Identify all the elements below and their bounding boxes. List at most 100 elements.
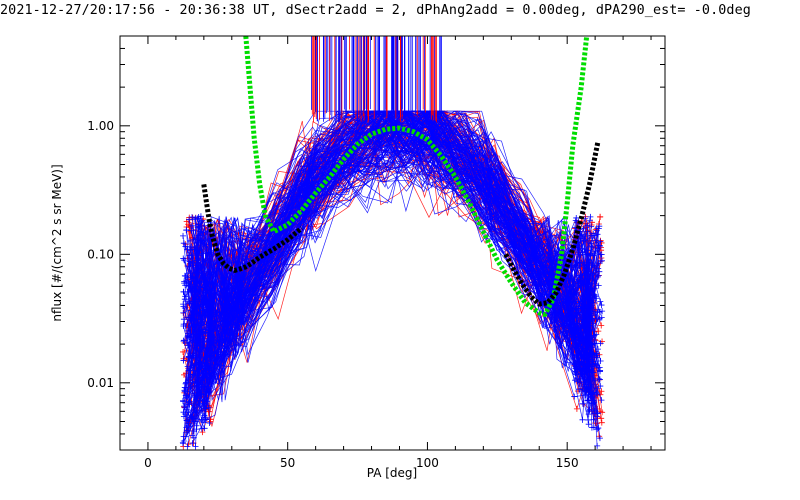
data-point-marker [583,378,590,385]
data-point-marker [594,409,601,416]
blue-traces [179,109,606,450]
data-point-marker [180,357,187,364]
flux-trace [196,153,598,426]
flux-trace [186,113,595,385]
data-point-marker [579,416,586,423]
flux-trace [185,127,592,383]
data-point-marker [573,214,580,221]
chart-title: 2021-12-27/20:17:56 - 20:36:38 UT, dSect… [0,3,751,18]
data-point-marker [598,388,605,395]
flux-trace [192,110,593,371]
y-axis-label: nflux [#/(cm^2 s sr MeV)] [50,164,64,321]
flux-trace [192,122,593,420]
data-point-marker [180,301,187,308]
data-point-marker [184,333,191,340]
x-tick-label: 100 [416,456,439,470]
data-point-marker [590,230,597,237]
data-point-marker [184,443,191,450]
flux-trace [191,161,593,357]
data-point-marker [203,416,209,423]
data-point-marker [577,235,584,242]
data-point-marker [595,425,602,432]
x-tick-label: 150 [556,456,579,470]
fit-curve-1 [201,184,304,273]
data-point-marker [597,213,604,220]
data-point-marker [595,364,602,371]
data-point-marker [581,246,588,253]
data-point-marker [595,225,602,232]
data-point-marker [578,359,585,366]
data-point-marker [189,379,196,386]
data-point-marker [599,308,606,315]
data-point-marker [195,247,202,254]
data-point-marker [197,265,204,272]
data-point-marker [580,279,587,286]
data-point-marker [580,355,587,362]
data-point-marker [180,255,187,262]
data-point-marker [585,421,592,428]
data-point-marker [200,417,207,424]
data-point-marker [185,288,192,295]
data-point-marker [185,420,192,427]
data-point-marker [579,337,586,344]
data-point-marker [573,405,580,412]
data-point-marker [189,214,196,221]
data-point-marker [207,418,214,425]
data-point-marker [597,340,604,347]
data-point-marker [180,398,187,405]
data-point-marker [585,411,592,418]
data-point-marker [202,297,209,304]
data-point-marker [594,231,601,238]
data-point-marker [594,413,601,420]
fit-curve-2 [503,141,601,307]
data-point-marker [180,232,187,239]
data-point-marker [199,377,206,384]
data-point-marker [180,409,187,416]
data-point-marker [596,223,603,230]
data-point-marker [589,390,596,397]
data-point-marker [181,337,188,344]
data-point-marker [205,404,212,411]
fit-curve-0 [243,36,590,317]
data-point-marker [188,243,195,250]
data-point-marker [573,352,580,359]
data-point-marker [577,379,584,386]
data-point-marker [180,321,187,328]
data-point-marker [594,426,601,433]
data-point-marker [189,432,196,439]
data-point-marker [588,284,595,291]
data-point-marker [594,385,601,392]
data-point-marker [190,428,197,435]
data-point-marker [583,384,590,391]
data-point-marker [197,343,204,350]
data-point-marker [195,213,202,220]
data-point-marker [188,222,195,229]
data-point-marker [186,376,193,383]
data-point-marker [587,240,594,247]
data-point-marker [184,246,191,253]
data-point-marker [598,397,605,404]
data-point-marker [181,296,188,303]
data-point-marker [579,400,586,407]
data-point-marker [598,251,605,258]
data-point-marker [182,433,189,440]
data-point-marker [179,439,186,446]
data-point-marker [198,218,205,225]
data-point-marker [189,352,196,359]
y-tick-label: 0.10 [87,247,114,261]
data-point-marker [207,369,214,376]
data-layer [179,36,606,450]
data-point-marker [597,383,604,390]
data-point-marker [571,393,578,400]
data-point-marker [595,282,602,289]
data-point-marker [596,315,603,322]
data-point-marker [199,429,206,436]
data-point-marker [594,309,601,316]
data-point-marker [194,215,201,222]
data-point-marker [191,216,198,223]
data-point-marker [598,302,605,309]
data-point-marker [201,425,208,432]
data-point-marker [591,340,598,347]
data-point-marker [189,259,196,266]
